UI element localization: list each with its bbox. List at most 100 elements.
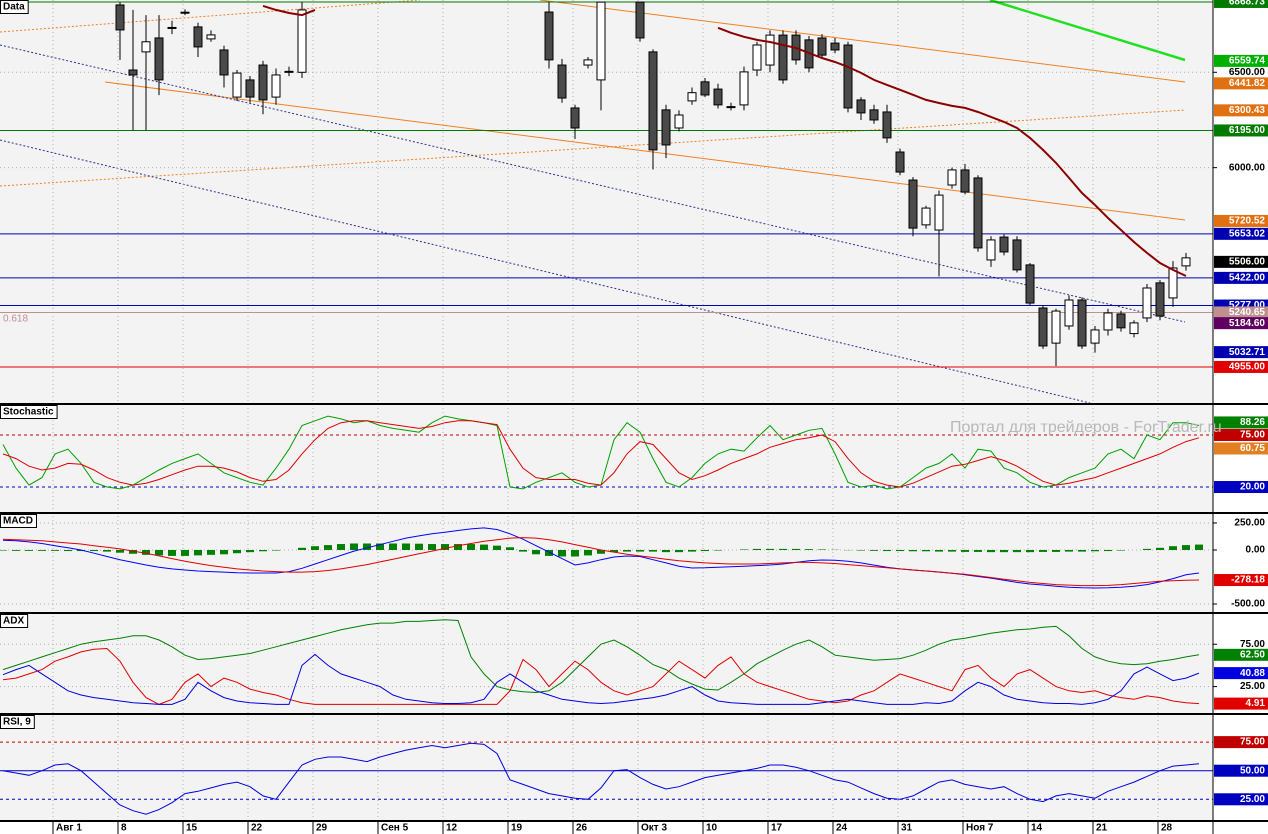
histogram-bar xyxy=(51,549,59,551)
candle-body xyxy=(765,34,775,66)
histogram-bar xyxy=(649,549,657,552)
panel-title-box xyxy=(0,715,35,729)
histogram-bar xyxy=(272,549,280,551)
candle-body xyxy=(986,239,996,261)
indicator-line xyxy=(2,420,1200,488)
x-tick-label: 10 xyxy=(706,823,718,834)
watermark: Портал для трейдеров - ForTrader.ru xyxy=(950,419,1222,436)
price-marker-label: 75.00 xyxy=(1240,430,1265,441)
candle-body xyxy=(635,1,645,39)
histogram-bar xyxy=(363,543,371,550)
histogram-bar xyxy=(558,549,566,557)
price-marker-label: 50.00 xyxy=(1240,765,1265,776)
price-marker-label: 60.75 xyxy=(1240,443,1265,454)
histogram-bar xyxy=(753,548,761,550)
panel-title: MACD xyxy=(3,516,33,527)
candle-body xyxy=(1064,299,1074,327)
price-marker xyxy=(1214,271,1268,284)
price-marker-label: 6441.82 xyxy=(1229,78,1266,89)
histogram-bar xyxy=(116,549,124,553)
indicator-line xyxy=(2,527,1200,589)
histogram-bar xyxy=(25,549,33,551)
histogram-bar xyxy=(1091,549,1099,552)
histogram-bar xyxy=(896,549,904,552)
indicator-line xyxy=(262,4,1187,277)
candle-body xyxy=(739,71,749,106)
candle-body xyxy=(284,70,294,73)
candle-body xyxy=(934,194,944,231)
y-tick-label: 250.00 xyxy=(1234,518,1265,529)
moving-average-line xyxy=(989,0,1186,62)
histogram-bar xyxy=(1065,549,1073,552)
x-tick-label: 31 xyxy=(901,823,913,834)
price-marker xyxy=(1214,574,1268,587)
histogram-bar xyxy=(1156,547,1164,550)
histogram-bar xyxy=(12,549,20,551)
histogram-bar xyxy=(974,549,982,552)
annotation: 0.618 xyxy=(3,314,28,325)
candle-body xyxy=(297,9,307,73)
candle-body xyxy=(999,236,1009,253)
histogram-bar xyxy=(428,544,436,550)
price-marker-label: 6300.43 xyxy=(1229,105,1266,116)
candle-body xyxy=(1168,267,1178,299)
histogram-bar xyxy=(961,549,969,552)
histogram-bar xyxy=(766,548,774,550)
panel-title-box xyxy=(0,0,29,14)
histogram-bar xyxy=(545,549,553,556)
candle-body xyxy=(1129,322,1139,335)
candle-body xyxy=(1051,310,1061,344)
histogram-bar xyxy=(246,549,254,553)
histogram-bar xyxy=(259,549,267,552)
indicator-line xyxy=(2,742,1200,815)
histogram-bar xyxy=(532,549,540,555)
candle-body xyxy=(869,109,879,121)
panel xyxy=(0,741,1213,815)
histogram-bar xyxy=(142,549,150,555)
histogram-bar xyxy=(1182,545,1190,550)
histogram-bar xyxy=(740,549,748,550)
histogram-bar xyxy=(1143,548,1151,550)
x-tick-label: 26 xyxy=(576,823,588,834)
price-marker xyxy=(1214,227,1268,240)
candle-body xyxy=(973,177,983,249)
candle-body xyxy=(154,37,164,81)
candle-body xyxy=(726,106,736,109)
panel xyxy=(0,522,1213,605)
histogram-bar xyxy=(168,549,176,556)
histogram-bar xyxy=(0,549,7,551)
histogram-bar xyxy=(1117,549,1125,551)
candle-body xyxy=(882,111,892,139)
histogram-bar xyxy=(1169,546,1177,550)
candle-body xyxy=(700,81,710,96)
candle-body xyxy=(1077,299,1087,347)
histogram-bar xyxy=(909,549,917,552)
candle-body xyxy=(960,169,970,193)
candle-body xyxy=(843,44,853,109)
trend-line xyxy=(0,44,1186,323)
candle-body xyxy=(1116,313,1126,329)
candle-body xyxy=(856,99,866,114)
indicator-line xyxy=(2,619,1200,694)
histogram-bar xyxy=(155,549,163,556)
price-marker-label: -278.18 xyxy=(1231,575,1265,586)
candle-body xyxy=(258,64,268,101)
price-marker-label: 20.00 xyxy=(1240,482,1265,493)
candle-body xyxy=(713,88,723,106)
candle-body xyxy=(921,207,931,226)
histogram-bar xyxy=(701,549,709,552)
panel-title: Stochastic xyxy=(3,407,54,418)
candle-body xyxy=(1038,307,1048,347)
price-marker-label: 5277.00 xyxy=(1229,300,1266,311)
histogram-bar xyxy=(220,549,228,555)
trend-line xyxy=(104,81,1186,221)
candle-body xyxy=(687,92,697,102)
histogram-bar xyxy=(1026,549,1034,553)
price-marker-label: 5032.71 xyxy=(1229,347,1266,358)
candle-body xyxy=(141,41,151,53)
price-marker xyxy=(1214,736,1268,749)
panel xyxy=(0,1,1213,368)
price-marker xyxy=(1214,54,1268,67)
candle-body xyxy=(271,74,281,98)
x-tick-label: Сен 5 xyxy=(381,823,409,834)
